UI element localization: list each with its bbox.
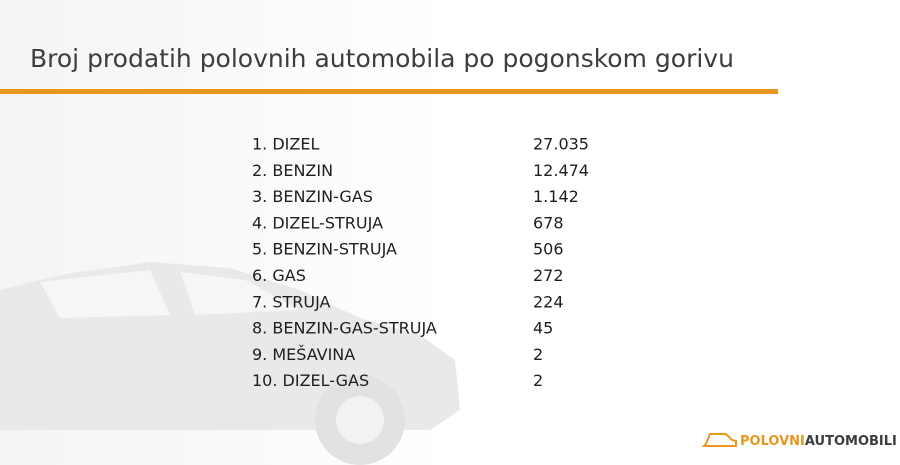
fuel-type: 3. BENZIN-GAS [252,187,373,206]
fuel-type: 1. DIZEL [252,135,319,154]
sales-count: 1.142 [533,187,579,206]
sales-count: 45 [533,319,553,338]
title: Broj prodatih polovnih automobila po pog… [30,44,734,73]
sales-count: 27.035 [533,135,589,154]
sales-count: 506 [533,240,564,259]
fuel-type: 4. DIZEL-STRUJA [252,213,383,232]
fuel-type: 7. STRUJA [252,292,331,311]
fuel-type: 5. BENZIN-STRUJA [252,240,397,259]
sales-count: 12.474 [533,161,589,180]
sales-count: 2 [533,371,543,390]
fuel-type: 9. MEŠAVINA [252,345,355,364]
fuel-type: 2. BENZIN [252,161,333,180]
fuel-type: 8. BENZIN-GAS-STRUJA [252,319,437,338]
logo-first: POLOVNI [740,434,805,449]
logo-icon [701,433,737,447]
fuel-type: 6. GAS [252,266,306,285]
logo: POLOVNIAUTOMOBILI [701,433,897,449]
car-silhouette [0,262,460,465]
ranking-table: 1. DIZEL 27.035 2. BENZIN 12.474 3. BENZIN-G… [252,135,589,391]
logo-text: POLOVNIAUTOMOBILI [740,434,897,449]
fuel-type: 10. DIZEL-GAS [252,371,369,390]
logo-second: AUTOMOBILI [805,434,897,449]
sales-count: 224 [533,292,564,311]
sales-count: 272 [533,266,564,285]
sales-count: 2 [533,345,543,364]
title-underline [0,89,778,94]
sales-count: 678 [533,213,564,232]
